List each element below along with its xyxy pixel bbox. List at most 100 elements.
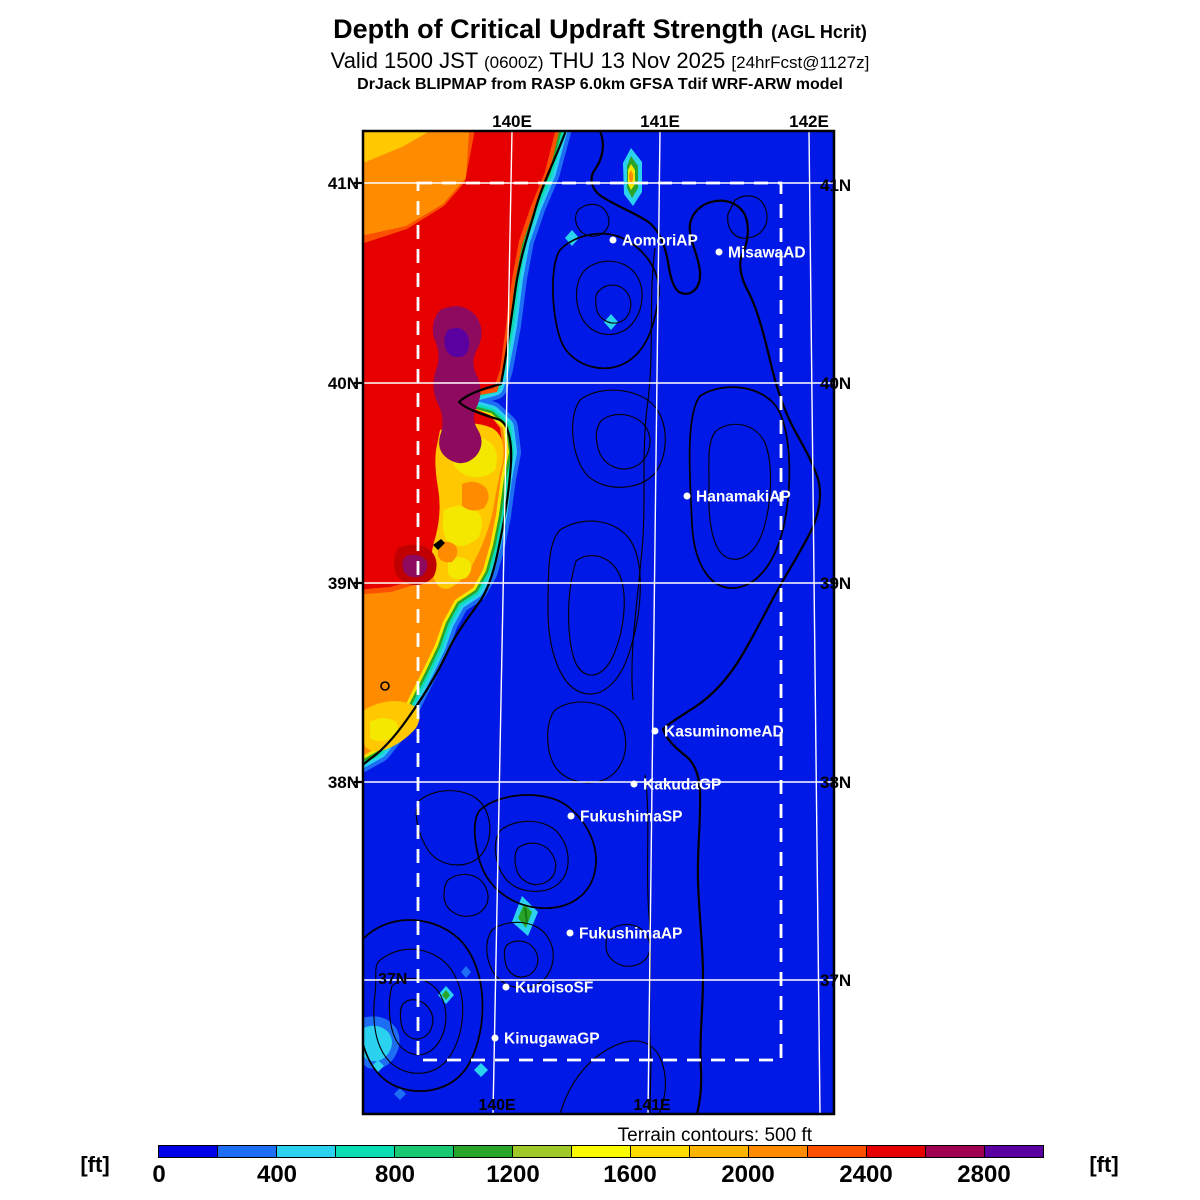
station-label: HanamakiAP: [696, 489, 791, 506]
station-label: KakudaGP: [643, 777, 721, 794]
station-dot: [609, 236, 617, 244]
colorbar-tick: 2000: [721, 1161, 775, 1188]
station-label: MisawaAD: [728, 245, 806, 262]
lat-label-right: 39N: [820, 574, 851, 593]
map-canvas: [363, 131, 834, 1114]
lon-label-top: 140E: [492, 112, 532, 131]
lon-label-bottom: 140E: [478, 1097, 516, 1114]
colorbar-tick: 400: [256, 1161, 298, 1188]
lat-label-left: 39N: [328, 574, 359, 593]
station-dot: [491, 1034, 499, 1042]
lon-label-top: 141E: [640, 112, 680, 131]
page-title: Depth of Critical Updraft Strength (AGL …: [0, 14, 1200, 45]
terrain-contours-note: Terrain contours: 500 ft: [618, 1125, 813, 1146]
lat-label-left: 41N: [328, 174, 359, 193]
model-line: DrJack BLIPMAP from RASP 6.0km GFSA Tdif…: [357, 76, 843, 93]
colorbar-segment: [454, 1146, 513, 1157]
colorbar-segment: [749, 1146, 808, 1157]
station-marker: KasuminomeAD: [651, 724, 784, 741]
domain-dashed-box: [416, 181, 783, 1062]
latitude-ticks: [354, 181, 363, 784]
header: Depth of Critical Updraft Strength (AGL …: [0, 14, 1200, 94]
lat-label-right: 41N: [820, 176, 851, 195]
field-gold-corner: [363, 131, 430, 163]
colorbar-segment: [690, 1146, 749, 1157]
field-small-pockets: [363, 148, 642, 1100]
colorbar-tick: 1200: [486, 1161, 540, 1188]
valid-date: THU 13 Nov 2025: [549, 48, 726, 73]
station-dot: [683, 492, 691, 500]
valid-time-line: Valid 1500 JST (0600Z) THU 13 Nov 2025 […: [0, 48, 1200, 74]
station-dot: [715, 248, 723, 256]
lat-label-right: 38N: [820, 773, 851, 792]
colorbar-tick: 2800: [957, 1161, 1011, 1188]
colorbar-segment: [808, 1146, 867, 1157]
lat-label-left: 40N: [328, 374, 359, 393]
station-dot: [566, 929, 574, 937]
station-marker: KuroisoSF: [502, 980, 593, 997]
station-dot: [567, 812, 575, 820]
station-marker: MisawaAD: [715, 245, 806, 262]
colorbar-segment: [572, 1146, 631, 1157]
lat-label-right: 40N: [820, 374, 851, 393]
station-markers: AomoriAP MisawaAD HanamakiAP KasuminomeA…: [491, 233, 806, 1048]
colorbar-segment: [395, 1146, 454, 1157]
station-dot: [630, 780, 638, 788]
graticule-lines: [363, 131, 834, 1114]
colorbar: [158, 1145, 1044, 1158]
lat-label-right: 37N: [820, 971, 851, 990]
station-marker: HanamakiAP: [683, 489, 791, 506]
station-label: KuroisoSF: [515, 980, 593, 997]
lat-label-inner: 37N: [378, 971, 407, 988]
colorbar-segment: [336, 1146, 395, 1157]
station-label: FukushimaAP: [579, 926, 682, 943]
island-outline: [380, 681, 390, 691]
station-label: AomoriAP: [622, 233, 698, 250]
station-label: FukushimaSP: [580, 809, 683, 826]
coastline: [363, 131, 822, 1114]
lon-label-top: 142E: [789, 112, 829, 131]
colorbar-segment: [985, 1146, 1043, 1157]
colorbar-tick: 800: [374, 1161, 416, 1188]
station-marker: KakudaGP: [630, 777, 721, 794]
valid-fcst: [24hrFcst@1127z]: [731, 53, 870, 72]
station-label: KinugawaGP: [504, 1031, 600, 1048]
colorbar-segment: [277, 1146, 336, 1157]
lon-label-bottom: 141E: [633, 1097, 671, 1114]
field-yellow-patch: [448, 557, 472, 580]
title-main: Depth of Critical Updraft Strength: [333, 14, 764, 44]
colorbar-segment: [218, 1146, 277, 1157]
colorbar-unit-left: [ft]: [80, 1152, 110, 1177]
title-suffix: (AGL Hcrit): [771, 22, 867, 42]
colorbar-segment: [513, 1146, 572, 1157]
colorbar-tick: 1600: [603, 1161, 657, 1188]
field-orange-patch: [438, 541, 458, 563]
colorbar-segment: [926, 1146, 985, 1157]
map-border: [361, 129, 836, 1116]
station-marker: AomoriAP: [609, 233, 698, 250]
field-yellow-patch: [442, 505, 482, 546]
valid-zulu: (0600Z): [483, 53, 544, 72]
islet-mark: [433, 539, 445, 550]
field-purple-core: [444, 328, 470, 358]
lat-label-left: 38N: [328, 773, 359, 792]
station-marker: KinugawaGP: [491, 1031, 600, 1048]
station-dot: [502, 983, 510, 991]
colorbar-tick: 2400: [839, 1161, 893, 1188]
station-dot: [651, 727, 659, 735]
station-marker: FukushimaSP: [567, 809, 683, 826]
colorbar-segment: [631, 1146, 690, 1157]
colorbar-unit-right: [ft]: [1089, 1152, 1119, 1177]
colorbar-tick: 0: [152, 1161, 166, 1188]
colorbar-segment: [159, 1146, 218, 1157]
field-yellow-tip: [370, 718, 399, 741]
valid-prefix: Valid 1500 JST: [330, 48, 478, 73]
station-label: KasuminomeAD: [664, 724, 784, 741]
station-marker: FukushimaAP: [566, 926, 682, 943]
axis-labels: 140E 141E 142E 41N 40N 39N 38N 41N 40N 3…: [328, 112, 851, 1114]
field-orange-patch: [462, 481, 489, 511]
colorbar-segment: [867, 1146, 926, 1157]
field-maroon-patch-small: [402, 554, 428, 578]
